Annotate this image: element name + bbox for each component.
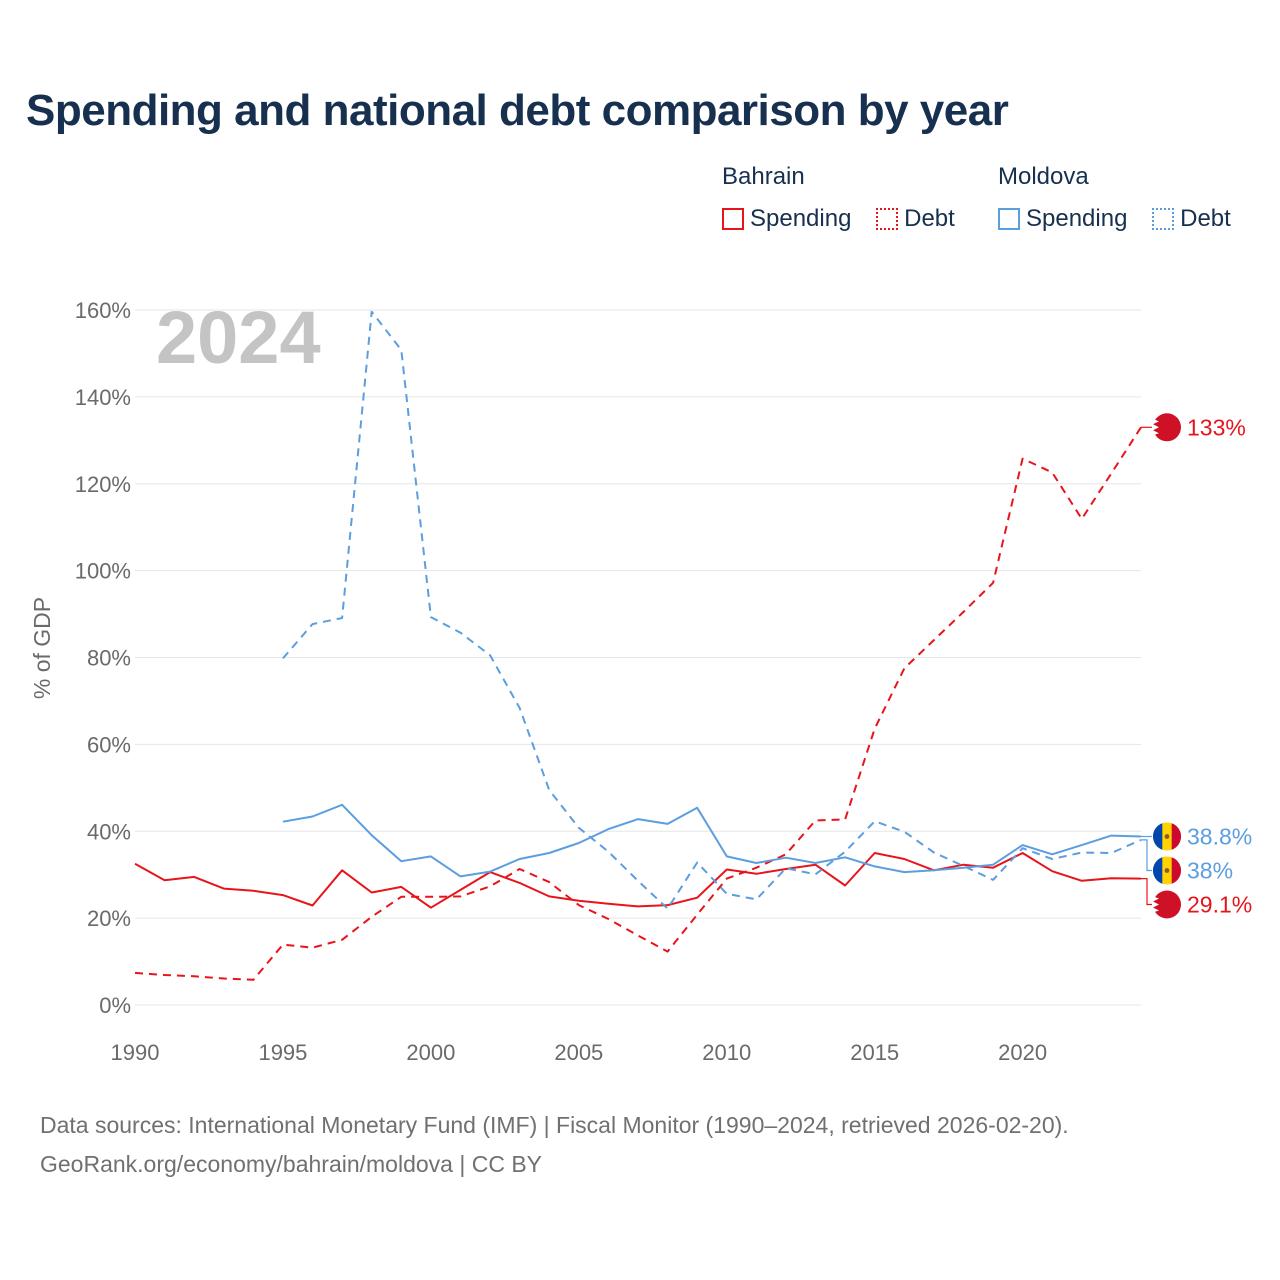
legend-item-moldova-debt[interactable]: Debt xyxy=(1152,205,1231,233)
series-line-moldova-spending xyxy=(282,803,1142,878)
flag-stripe-blue xyxy=(1152,857,1163,884)
y-tick-label: 20% xyxy=(87,906,131,931)
flag-stripe-red xyxy=(1171,857,1182,884)
x-tick-label: 2000 xyxy=(406,1040,455,1065)
flag-stripe-blue xyxy=(1152,823,1163,850)
end-label-moldova-spending: 38.8% xyxy=(1187,824,1252,850)
x-tick-label: 1995 xyxy=(258,1040,307,1065)
flag-stripe-red xyxy=(1171,823,1182,850)
bahrain-flag-icon xyxy=(1153,890,1181,919)
legend-group-name: Moldova xyxy=(998,163,1089,190)
x-tick-label: 2005 xyxy=(554,1040,603,1065)
year-watermark: 2024 xyxy=(156,296,321,379)
moldova-flag-icon xyxy=(1152,822,1182,851)
y-tick-label: 0% xyxy=(99,993,131,1018)
end-label-bahrain-spending: 29.1% xyxy=(1187,892,1252,918)
end-connector xyxy=(1141,839,1152,872)
flag-field xyxy=(1153,890,1181,919)
legend-swatch-solid-icon xyxy=(722,208,744,230)
legend-label: Spending xyxy=(750,205,852,232)
y-tick-label: 100% xyxy=(75,559,131,584)
x-tick-label: 2015 xyxy=(850,1040,899,1065)
legend-swatch-solid-icon xyxy=(998,208,1020,230)
legend-group-bahrain: Bahrain Spending Debt xyxy=(722,163,955,237)
x-tick-label: 1990 xyxy=(111,1040,160,1065)
end-connector xyxy=(1141,877,1152,906)
series-line-bahrain-debt xyxy=(134,426,1142,981)
footer-sources: Data sources: International Monetary Fun… xyxy=(40,1112,1069,1138)
legend-label: Spending xyxy=(1026,205,1128,232)
legend-swatch-dotted-icon xyxy=(876,208,899,230)
y-tick-label: 120% xyxy=(75,472,131,497)
footer-credit: GeoRank.org/economy/bahrain/moldova | CC… xyxy=(40,1151,543,1177)
legend-group-moldova: Moldova Spending Debt xyxy=(998,163,1231,237)
legend-label: Debt xyxy=(904,205,955,232)
y-axis-label: % of GDP xyxy=(29,597,55,699)
legend-item-moldova-spending[interactable]: Spending xyxy=(998,205,1127,233)
flag-serration xyxy=(1153,419,1159,436)
x-tick-label: 2010 xyxy=(702,1040,751,1065)
y-tick-label: 60% xyxy=(87,732,131,757)
y-tick-label: 40% xyxy=(87,819,131,844)
legend-item-bahrain-spending[interactable]: Spending xyxy=(722,205,851,233)
moldova-flag-icon xyxy=(1152,856,1182,885)
x-tick-label: 2020 xyxy=(998,1040,1047,1065)
y-tick-label: 160% xyxy=(75,298,131,323)
flag-emblem xyxy=(1164,868,1170,873)
footer: Data sources: International Monetary Fun… xyxy=(40,1106,1069,1184)
line-chart: 2024 0% 20% 40% 60% 80% 100% 120% 140% 160% 1990… xyxy=(29,296,1252,1065)
legend-swatch-dotted-icon xyxy=(1152,208,1175,230)
legend-label: Debt xyxy=(1180,205,1231,232)
flag-serration xyxy=(1153,896,1159,913)
y-tick-label: 140% xyxy=(75,385,131,410)
legend-item-bahrain-debt[interactable]: Debt xyxy=(876,205,955,233)
series-line-moldova-debt xyxy=(282,310,1142,910)
flag-field xyxy=(1153,413,1181,442)
end-label-bahrain-debt: 133% xyxy=(1187,414,1246,440)
bahrain-flag-icon xyxy=(1153,413,1181,442)
flag-emblem xyxy=(1164,834,1170,839)
legend-group-name: Bahrain xyxy=(722,163,805,190)
y-tick-label: 80% xyxy=(87,646,131,671)
series-line-bahrain-spending xyxy=(134,852,1142,909)
chart-title: Spending and national debt comparison by… xyxy=(26,86,1009,135)
end-label-moldova-debt: 38% xyxy=(1187,858,1233,884)
